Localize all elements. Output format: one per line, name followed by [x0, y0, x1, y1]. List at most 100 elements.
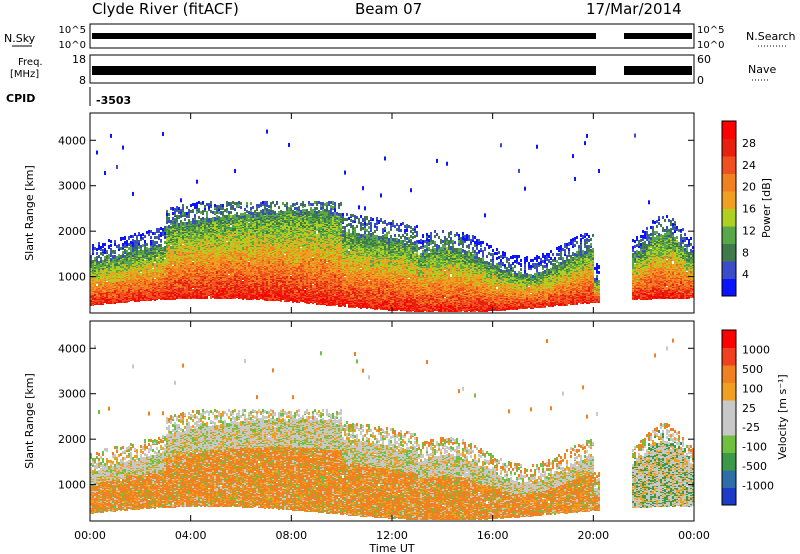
heatmap-cell [94, 257, 96, 260]
heatmap-cell [130, 235, 132, 238]
heatmap-cell [128, 243, 130, 246]
cpid-value: -3503 [96, 94, 131, 107]
heatmap-cell [122, 237, 124, 240]
nsky-label: N.Sky [4, 32, 36, 45]
heatmap-cell [108, 259, 110, 262]
beam-title: Beam 07 [355, 0, 422, 18]
heatmap-cell [126, 243, 128, 246]
heatmap-cell [114, 299, 116, 302]
heatmap-cell [132, 247, 134, 250]
freq-tick-bottom: 8 [79, 74, 86, 87]
heatmap-cell [120, 247, 122, 250]
heatmap-cell [120, 237, 122, 240]
heatmap-cell [110, 254, 112, 257]
heatmap-cell [124, 255, 126, 258]
heatmap-cell [96, 252, 98, 255]
heatmap-cell [92, 250, 94, 253]
heatmap-cell [124, 241, 126, 244]
heatmap-cell [98, 255, 100, 258]
heatmap-cell [98, 245, 100, 248]
heatmap-cell [106, 255, 108, 258]
heatmap-cell [130, 244, 132, 247]
heatmap-cell [132, 192, 134, 196]
freq-tick-top: 18 [72, 53, 86, 66]
heatmap-cell [132, 235, 134, 238]
heatmap-cell [114, 243, 116, 246]
heatmap-cell [116, 245, 118, 248]
heatmap-cell [136, 238, 138, 241]
heatmap-cell [124, 236, 126, 239]
heatmap-cell [136, 244, 138, 247]
nsearch-tick-bottom: 10^0 [697, 40, 724, 51]
nsearch-label: N.Search [746, 30, 796, 43]
heatmap-cell [98, 261, 100, 264]
heatmap-cell [94, 281, 96, 284]
heatmap-cell [96, 265, 98, 268]
heatmap-cell [96, 262, 98, 265]
nsky-panel: 10^5 10^0 10^5 10^0 N.Sky N.Search [4, 24, 796, 51]
date-title: 17/Mar/2014 [586, 0, 682, 18]
heatmap-cell [134, 240, 136, 243]
heatmap-cell [126, 240, 128, 243]
station-title: Clyde River (fitACF) [92, 0, 239, 18]
freq-panel: 18 8 60 0 Freq. [MHz] Nave [10, 53, 776, 87]
nave-tick-bottom: 0 [697, 74, 704, 87]
nave-tick-top: 60 [697, 53, 711, 66]
heatmap-cell [112, 250, 114, 253]
heatmap-cell [108, 254, 110, 257]
heatmap-cell [110, 258, 112, 261]
heatmap-cell [100, 246, 102, 249]
heatmap-cell [116, 256, 118, 259]
heatmap-cell [136, 235, 138, 238]
freq-label-2: [MHz] [10, 69, 39, 80]
heatmap-cell [100, 252, 102, 255]
cpid-label: CPID [6, 92, 35, 105]
heatmap-cell [124, 244, 126, 247]
heatmap-cell [104, 243, 106, 246]
heatmap-cell [134, 233, 136, 236]
heatmap-cell [122, 146, 124, 150]
heatmap-cell [114, 266, 116, 269]
heatmap-cell [92, 247, 94, 250]
heatmap-cell [118, 254, 120, 257]
freq-trace-2 [624, 66, 692, 75]
heatmap-cell [126, 297, 128, 300]
heatmap-cell [114, 255, 116, 258]
heatmap-cell [130, 249, 132, 252]
heatmap-cell [116, 165, 118, 169]
heatmap-cell [134, 248, 136, 251]
heatmap-cell [130, 241, 132, 244]
heatmap-cell [132, 239, 134, 242]
heatmap-cell [134, 245, 136, 248]
heatmap-cell [128, 247, 130, 250]
heatmap-cell [106, 282, 108, 285]
heatmap-cell [102, 253, 104, 256]
heatmap-cell [98, 242, 100, 245]
heatmap-cell [102, 260, 104, 263]
heatmap-cell [120, 281, 122, 284]
heatmap-cell [126, 250, 128, 253]
heatmap-cell [94, 262, 96, 265]
heatmap-cell [110, 240, 112, 243]
heatmap-cell [128, 252, 130, 255]
heatmap-cell [104, 259, 106, 262]
heatmap-cell [104, 251, 106, 254]
power-panel: 1000200030004000 Slant Range [km] [23, 113, 694, 313]
nsky-tick-bottom: 10^0 [59, 40, 86, 51]
heatmap-cell [92, 244, 94, 247]
nsky-trace-2 [624, 33, 692, 39]
heatmap-cell [128, 236, 130, 239]
heatmap-cell [102, 249, 104, 252]
heatmap-cell [136, 285, 138, 288]
heatmap-cell [96, 256, 98, 259]
heatmap-cell [122, 251, 124, 254]
heatmap-cell [122, 243, 124, 246]
heatmap-cell [96, 259, 98, 262]
freq-label-1: Freq. [18, 57, 43, 68]
heatmap-cell [114, 295, 116, 298]
heatmap-cell [122, 271, 124, 274]
heatmap-cell [114, 240, 116, 243]
heatmap-cell [104, 256, 106, 259]
heatmap-cell [100, 281, 102, 284]
nave-label: Nave [748, 63, 776, 76]
